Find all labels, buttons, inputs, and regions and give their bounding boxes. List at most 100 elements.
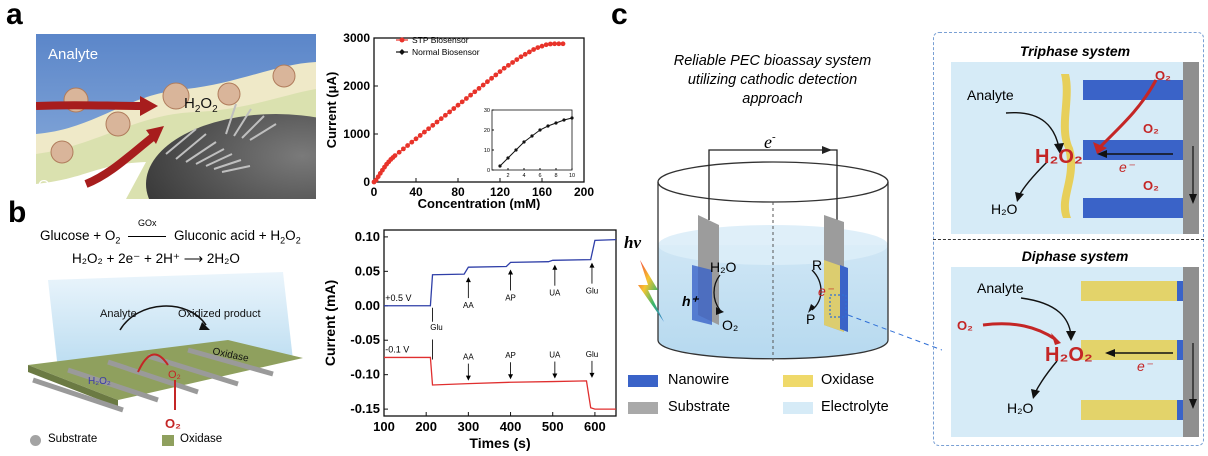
triphase-title: Triphase system [1020, 43, 1130, 59]
bottom-annot-arrowhead [508, 374, 514, 380]
chart-b-ytick-label: -0.15 [350, 401, 380, 416]
diphase-svg: Diphase system Analyte O₂ H₂O₂ e⁻ H₂O [951, 248, 1199, 437]
reaction-arrow [128, 235, 167, 237]
panel-a-scheme: Analyte H2O2 O2 [35, 34, 406, 254]
panel-a-illustration: Analyte H2O2 O2 [35, 34, 406, 254]
chart-b-xtick-label: 300 [458, 419, 480, 434]
triphase-o2-top: O₂ [1155, 68, 1171, 83]
legend-substrate-label: Substrate [48, 433, 98, 445]
inset-xtick-label: 10 [569, 173, 575, 179]
chart-b-svg: 100 200 300 400 500 600 0.10 0.05 0.00 -0.05 -0.10… [322, 229, 617, 451]
stp-data-point [438, 116, 444, 122]
anode-reaction-arrow [713, 274, 721, 311]
stp-data-point [472, 89, 478, 95]
chart-a-frame [373, 37, 585, 183]
stp-data-point [514, 57, 520, 62]
stp-data-point [497, 69, 503, 74]
stp-data-point [527, 49, 532, 55]
panel-c-title-line3: approach [742, 91, 803, 107]
chart-b-ytick-label: 0.05 [355, 263, 380, 278]
stp-data-point [405, 143, 410, 148]
diphase-h2o: H₂O [1007, 400, 1034, 416]
triphase-h2o: H₂O [991, 201, 1018, 217]
top-annot-arrowhead [589, 262, 595, 268]
pec-cell-svg: e- hν H₂O h⁺ O₂ R P e⁻ [624, 131, 943, 362]
chart-b-xlabel: Times (s) [469, 435, 530, 451]
h2o2-label: H2O2 [184, 95, 218, 115]
legend-oxidase-c-label: Oxidase [821, 372, 875, 388]
chart-b-ytick-label: -0.05 [350, 332, 380, 347]
triphase-oxidase-layer [1060, 74, 1076, 218]
inset-ytick-label: 0 [487, 168, 490, 174]
inset-point [514, 148, 518, 152]
chart-b-xtick-label: 600 [584, 419, 606, 434]
stp-data-point [430, 122, 436, 128]
inset-point [570, 116, 574, 120]
o2-label-c: O₂ [722, 317, 738, 333]
photocathode-oxidase [824, 260, 844, 332]
triphase-svg: Triphase system Analyte O₂ O₂ O₂ H₂O₂ e⁻… [951, 43, 1199, 234]
diphase-substrate [1183, 267, 1199, 437]
diphase-title: Diphase system [1022, 248, 1129, 264]
label-plus-0-5v: +0.5 V [385, 293, 411, 303]
top-annot-label: Glu [586, 287, 598, 296]
chart-b-xtick-label: 400 [500, 419, 522, 434]
stp-data-point [531, 47, 536, 52]
inset-xtick-label: 6 [538, 173, 541, 179]
inset-point [530, 134, 534, 138]
diphase-oxidase-3 [1081, 400, 1177, 420]
o2-label-b1: O₂ [168, 369, 181, 381]
stp-data-point [396, 149, 402, 155]
hplus-label: h⁺ [682, 293, 700, 309]
stp-data-point [489, 75, 494, 81]
stp-data-point [510, 60, 515, 65]
panel-b-legend: Substrate Oxidase [30, 433, 290, 449]
panel-b-scheme: Analyte Oxidized product Oxidase H₂O₂ O₂… [28, 270, 308, 438]
inset-xtick-label: 4 [522, 173, 525, 179]
chart-a-ytick-label: 3000 [343, 31, 370, 45]
inset-point [554, 121, 558, 125]
stp-data-point [434, 119, 440, 125]
chart-a-xtick-label: 160 [532, 185, 552, 199]
series-minus-0-1v [384, 356, 616, 410]
panel-c-title: Reliable PEC bioassay system utilizing c… [640, 52, 905, 109]
label-minus-0-1v: -0.1 V [385, 344, 409, 354]
chart-a-ytick-label: 0 [363, 175, 370, 189]
h2o2-label-b: H₂O₂ [88, 376, 111, 387]
legend-oxidase-label: Oxidase [180, 433, 223, 445]
h2o-label-c: H₂O [710, 259, 737, 275]
inset-point [538, 128, 542, 132]
legend-normal-marker [399, 49, 405, 55]
stp-data-point [501, 65, 507, 71]
stp-data-point [493, 72, 499, 78]
stp-data-point [552, 41, 557, 47]
chart-a-xtick-label: 0 [371, 185, 378, 199]
zoom-box [829, 294, 847, 318]
subpanel-divider [933, 239, 1204, 240]
chart-a-ylabel: Current (μA) [324, 72, 339, 149]
panel-c-title-line2: utilizing cathodic detection [687, 72, 858, 88]
bottom-annot-arrowhead [465, 375, 471, 381]
chart-b-xtick-label: 500 [542, 419, 564, 434]
panel-label-b: b [8, 196, 27, 229]
diphase-system: Diphase system Analyte O₂ H₂O₂ e⁻ H₂O [951, 243, 1199, 443]
legend-nanowire-label: Nanowire [668, 372, 730, 388]
triphase-h2o2: H₂O₂ [1035, 146, 1083, 168]
stp-data-point [417, 133, 423, 138]
chart-b-ylabel: Current (mA) [322, 280, 338, 366]
chart-b-xtick-label: 200 [415, 419, 437, 434]
top-annot-label: AP [505, 294, 516, 303]
panel-label-c: c [611, 0, 628, 31]
diphase-oxidase-2 [1081, 340, 1177, 360]
legend-oxidase-swatch [162, 435, 174, 446]
legend-oxidase-c-swatch [783, 375, 813, 387]
legend-substrate-c-label: Substrate [668, 399, 731, 415]
diphase-o2: O₂ [957, 318, 973, 333]
diphase-h2o2: H₂O₂ [1045, 344, 1093, 366]
inset-point [546, 124, 550, 128]
hv-label: hν [624, 233, 641, 252]
stp-data-point [518, 54, 524, 60]
o2-label: O2 [38, 177, 56, 197]
o2-arrow [84, 132, 157, 188]
stp-data-point [535, 45, 541, 50]
